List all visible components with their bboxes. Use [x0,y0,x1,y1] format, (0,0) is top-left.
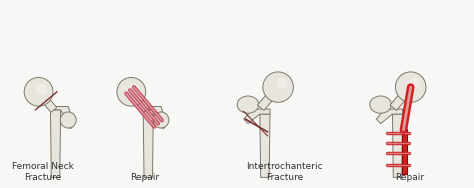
Text: Repair: Repair [395,173,424,182]
Polygon shape [390,84,414,111]
Polygon shape [50,107,74,129]
Ellipse shape [409,78,420,89]
Ellipse shape [60,112,76,128]
Ellipse shape [263,72,293,102]
Text: Femoral Neck
Fracture: Femoral Neck Fracture [12,162,74,182]
Polygon shape [36,89,57,112]
Ellipse shape [395,72,426,102]
Polygon shape [257,84,282,111]
Ellipse shape [277,78,287,89]
Text: Repair: Repair [130,173,159,182]
Polygon shape [50,110,61,177]
Polygon shape [392,114,402,177]
Polygon shape [128,89,149,112]
Polygon shape [143,107,167,129]
Polygon shape [244,109,270,124]
Ellipse shape [117,77,146,106]
Polygon shape [143,110,154,177]
Ellipse shape [370,96,392,113]
Bar [402,129,407,174]
Ellipse shape [128,83,140,95]
Ellipse shape [24,77,53,106]
Text: Intertrochanteric
Fracture: Intertrochanteric Fracture [246,162,323,182]
Ellipse shape [153,112,169,128]
Polygon shape [260,114,270,177]
Ellipse shape [36,83,47,95]
Ellipse shape [237,96,259,113]
Polygon shape [376,109,402,124]
